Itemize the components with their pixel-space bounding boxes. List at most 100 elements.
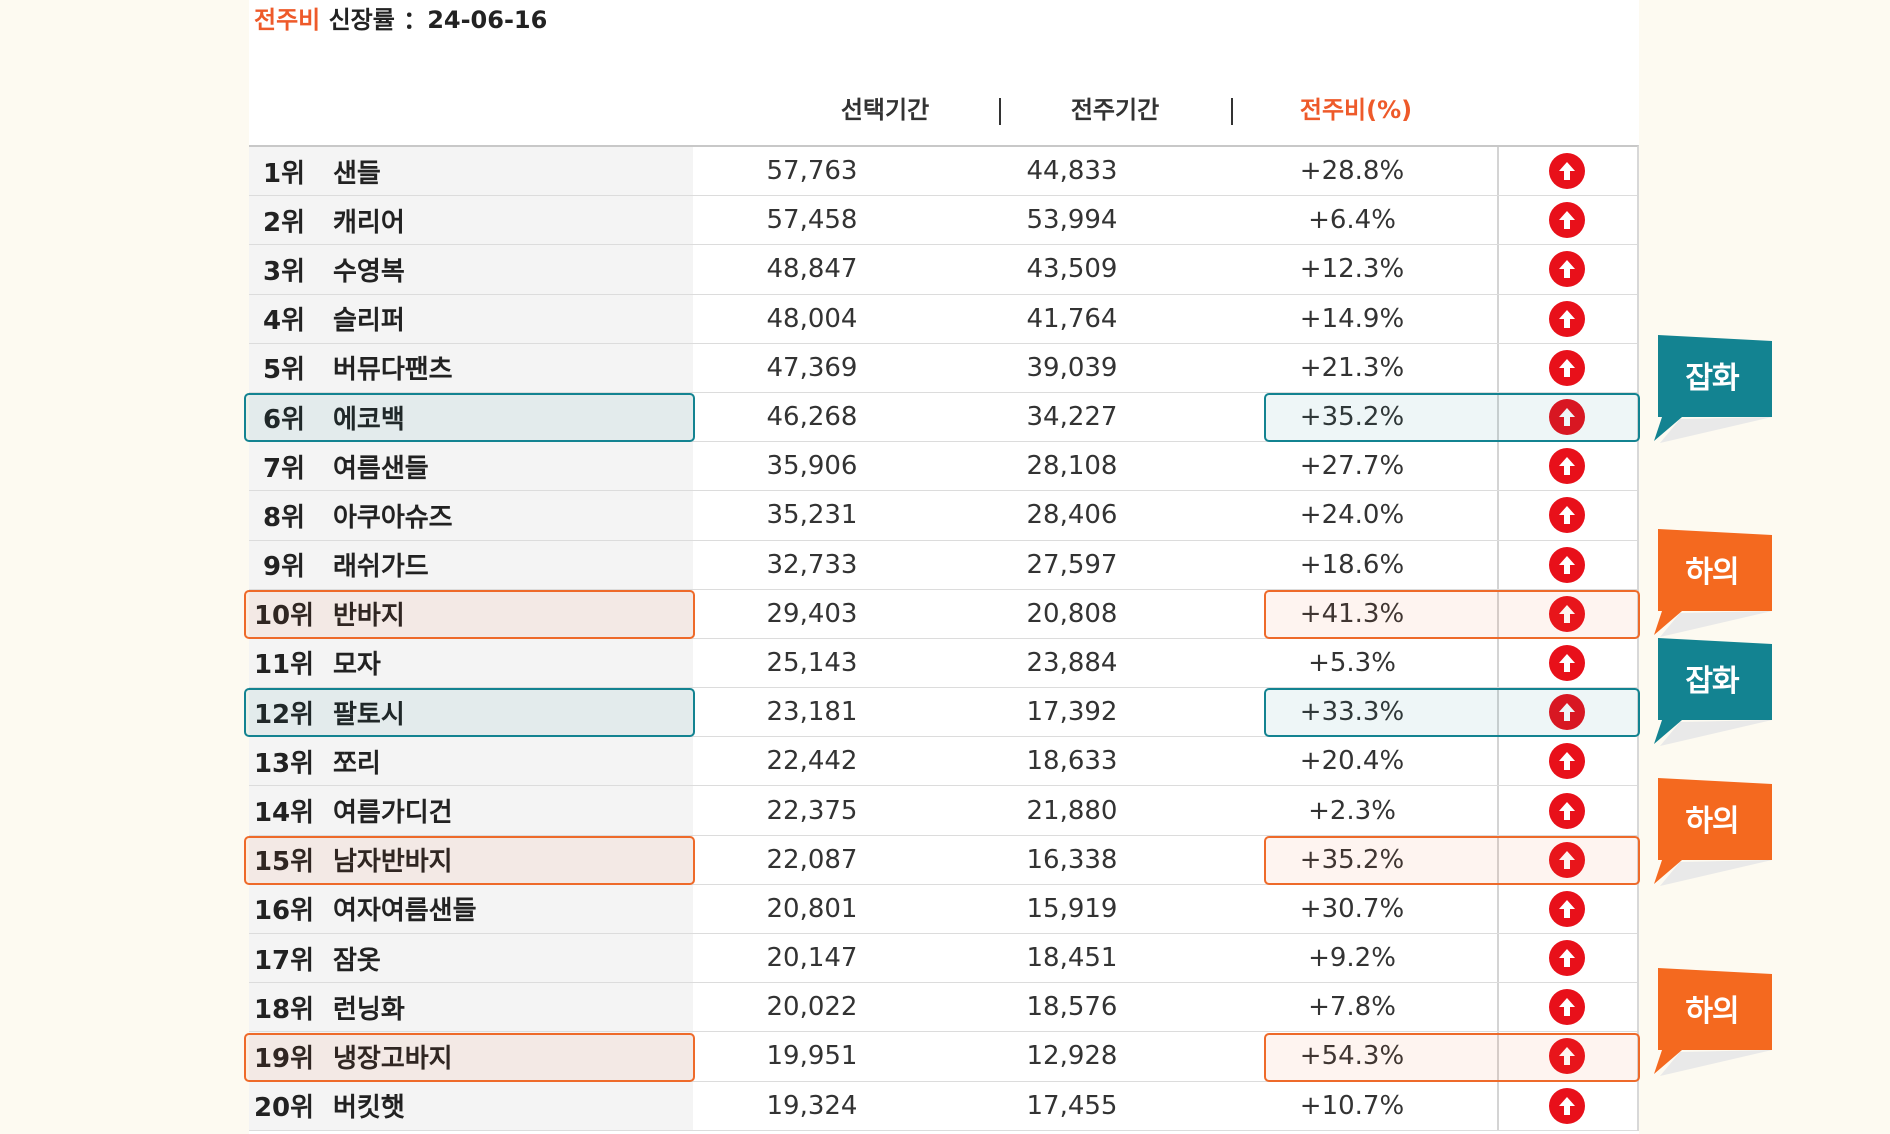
ratio-value: +30.7% [1299,893,1405,924]
selected-period-value: 22,442 [766,746,858,777]
rank-label: 14위 [253,798,315,829]
keyword-label[interactable]: 런닝화 [333,994,405,1025]
previous-period-value: 23,884 [1026,647,1118,678]
previous-period-value: 28,108 [1026,451,1118,482]
selected-period-value: 32,733 [766,549,858,580]
selected-period-value: 19,951 [766,1041,858,1072]
table-row: 1위 샌들 57,763 44,833 +28.8% [249,147,1637,197]
rank-label: 4위 [262,306,305,337]
speech-bubble-icon [1654,968,1772,1076]
rank-keyword-cell: 15위 남자반바지 [249,835,693,884]
keyword-label[interactable]: 팔토시 [333,699,405,730]
keyword-label[interactable]: 여름가디건 [333,798,453,829]
rank-keyword-cell: 18위 런닝화 [249,983,693,1032]
selected-period-value: 48,847 [766,254,858,285]
highlight-box-ratio [1264,393,1640,443]
rank-keyword-cell: 10위 반바지 [249,589,693,638]
rank-keyword-cell: 11위 모자 [249,638,693,688]
column-divider [1497,983,1499,1032]
table-row: 7위 여름샌들 35,906 28,108 +27.7% [249,442,1637,492]
arrow-up-circle-icon [1549,890,1585,927]
ratio-value: +9.2% [1308,943,1396,974]
rank-label: 17위 [253,945,315,976]
rank-keyword-cell: 19위 냉장고바지 [249,1032,693,1081]
column-divider [1497,638,1499,688]
highlight-box-keyword [244,589,695,639]
highlight-box-ratio [1264,1032,1640,1082]
ratio-value: +41.3% [1299,598,1405,629]
table-row: 15위 남자반바지 22,087 16,338 +35.2% [249,835,1637,885]
column-divider [1497,294,1499,343]
keyword-label[interactable]: 에코백 [333,404,405,435]
column-divider [1497,343,1499,392]
selected-period-value: 47,369 [766,352,858,383]
keyword-label[interactable]: 버킷햇 [333,1093,405,1124]
column-header-previous: 전주기간 [1070,96,1160,124]
column-separator [1231,98,1233,125]
column-divider [1497,392,1499,442]
keyword-label[interactable]: 버뮤다팬츠 [333,355,453,386]
keyword-label[interactable]: 남자반바지 [333,847,453,878]
ratio-value: +2.3% [1308,795,1396,826]
keyword-label[interactable]: 샌들 [333,158,381,189]
rank-keyword-cell: 13위 쪼리 [249,737,693,786]
keyword-label[interactable]: 슬리퍼 [333,306,405,337]
table-row: 13위 쪼리 22,442 18,633 +20.4% [249,737,1637,787]
selected-period-value: 22,375 [766,795,858,826]
keyword-label[interactable]: 수영복 [333,256,405,287]
ratio-value: +33.3% [1299,697,1405,728]
selected-period-value: 20,022 [766,992,858,1023]
table-row: 11위 모자 25,143 23,884 +5.3% [249,638,1637,689]
keyword-label[interactable]: 여름샌들 [333,453,429,484]
table-row: 6위 에코백 46,268 34,227 +35.2% [249,392,1637,443]
arrow-up-circle-icon [1549,694,1585,731]
previous-period-value: 12,928 [1026,1041,1118,1072]
ratio-value: +7.8% [1308,992,1396,1023]
column-header-selected: 선택기간 [840,96,930,124]
arrow-up-circle-icon [1549,595,1585,632]
keyword-label[interactable]: 잠옷 [333,945,381,976]
arrow-up-circle-icon [1549,448,1585,485]
previous-period-value: 28,406 [1026,500,1118,531]
selected-period-value: 29,403 [766,598,858,629]
previous-period-value: 53,994 [1026,205,1118,236]
category-tag: 하의 [1652,966,1787,1084]
highlight-box-ratio [1264,589,1640,639]
rank-label: 8위 [262,502,305,533]
selected-period-value: 35,231 [766,500,858,531]
rank-keyword-cell: 14위 여름가디건 [249,786,693,835]
keyword-label[interactable]: 모자 [333,650,381,681]
category-tag: 잡화 [1652,333,1787,451]
category-tag: 하의 [1652,776,1787,894]
rank-label: 10위 [253,601,315,632]
ratio-value: +12.3% [1299,254,1405,285]
category-tag-label: 하의 [1685,994,1739,1029]
rank-label: 16위 [253,896,315,927]
table-row: 19위 냉장고바지 19,951 12,928 +54.3% [249,1032,1637,1082]
arrow-up-circle-icon [1549,792,1585,829]
keyword-label[interactable]: 래쉬가드 [333,552,429,583]
selected-period-value: 57,763 [766,156,858,187]
arrow-up-circle-icon [1549,989,1585,1026]
arrow-up-circle-icon [1549,497,1585,534]
keyword-label[interactable]: 냉장고바지 [333,1043,453,1074]
ratio-value: +10.7% [1299,1090,1405,1121]
ratio-value: +24.0% [1299,500,1405,531]
keyword-label[interactable]: 캐리어 [333,207,405,238]
selected-period-value: 46,268 [766,402,858,433]
arrow-up-circle-icon [1549,349,1585,386]
keyword-label[interactable]: 반바지 [333,601,405,632]
ratio-value: +27.7% [1299,451,1405,482]
highlight-box-keyword [244,688,695,738]
keyword-label[interactable]: 아쿠아슈즈 [333,502,453,533]
table-row: 12위 팔토시 23,181 17,392 +33.3% [249,688,1637,738]
rank-label: 15위 [253,847,315,878]
column-divider [1497,196,1499,245]
keyword-label[interactable]: 여자여름샌들 [333,896,477,927]
rank-label: 1위 [262,158,305,189]
arrow-up-circle-icon [1549,546,1585,583]
keyword-label[interactable]: 쪼리 [333,748,381,779]
rank-label: 6위 [262,404,305,435]
title-accent: 전주비 [254,6,321,34]
table-row: 4위 슬리퍼 48,004 41,764 +14.9% [249,294,1637,344]
